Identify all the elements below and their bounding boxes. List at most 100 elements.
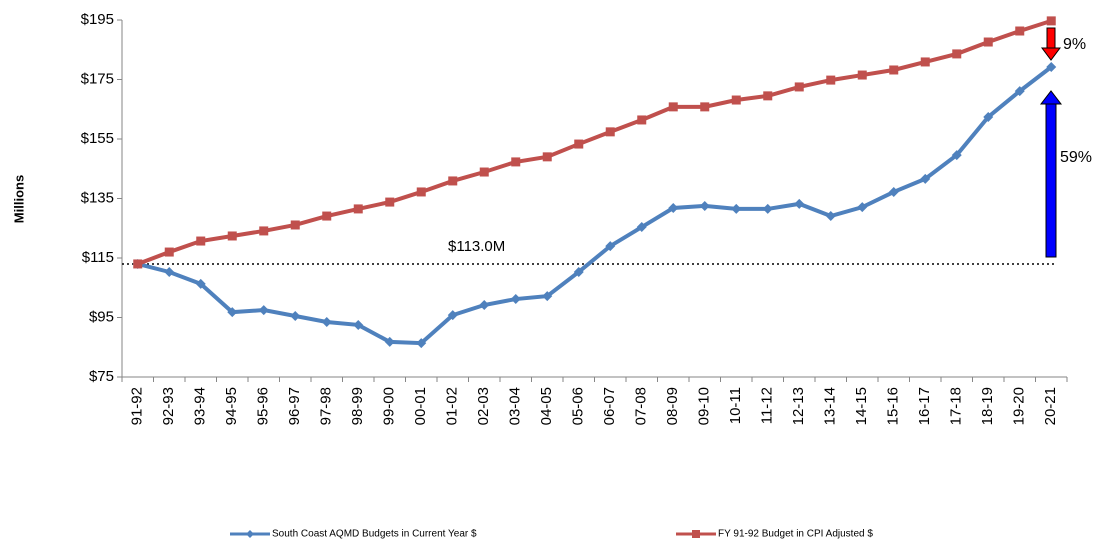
x-tick-label: 17-18 <box>948 387 965 425</box>
marker <box>762 203 773 214</box>
x-tick-label: 97-98 <box>318 387 335 425</box>
marker <box>258 305 269 316</box>
marker <box>290 311 301 322</box>
annotation: 9% <box>1063 36 1086 53</box>
marker <box>1014 86 1025 97</box>
marker <box>385 197 395 207</box>
y-tick-label: $195 <box>81 11 114 28</box>
x-tick-label: 16-17 <box>916 387 933 425</box>
marker <box>510 294 521 305</box>
marker <box>825 211 836 222</box>
marker <box>700 102 710 112</box>
x-tick-label: 99-00 <box>381 387 398 425</box>
marker <box>321 316 332 327</box>
x-tick-label: 93-94 <box>192 387 209 425</box>
y-tick-label: $115 <box>82 249 114 266</box>
marker <box>920 57 930 67</box>
x-tick-label: 11-12 <box>759 387 776 424</box>
x-tick-label: 04-05 <box>538 387 555 425</box>
marker <box>384 336 395 347</box>
marker <box>920 173 931 184</box>
y-tick-label: $135 <box>81 189 114 206</box>
marker <box>731 95 741 105</box>
x-tick-label: 20-21 <box>1042 387 1059 425</box>
legend-label: South Coast AQMD Budgets in Current Year… <box>272 529 477 540</box>
x-tick-label: 15-16 <box>885 387 902 425</box>
marker <box>857 70 867 80</box>
marker <box>574 139 584 149</box>
x-tick-label: 07-08 <box>633 387 650 425</box>
marker <box>605 241 616 252</box>
marker <box>983 37 993 47</box>
marker <box>259 226 269 236</box>
marker <box>227 307 238 318</box>
marker <box>1015 26 1025 36</box>
reference-label: $113.0M <box>448 238 505 255</box>
y-tick-label: $75 <box>89 368 114 385</box>
series-line <box>137 65 1053 346</box>
marker <box>353 319 364 330</box>
marker <box>447 310 458 321</box>
x-tick-label: 09-10 <box>696 387 713 425</box>
marker <box>196 236 206 246</box>
arrow-up <box>1039 90 1063 258</box>
marker <box>416 338 427 349</box>
marker <box>699 200 710 211</box>
y-axis-label: Millions <box>11 175 26 223</box>
marker <box>448 176 458 186</box>
marker <box>763 91 773 101</box>
legend-label: FY 91-92 Budget in CPI Adjusted $ <box>718 529 873 540</box>
series-line <box>137 18 1052 266</box>
marker <box>479 300 490 311</box>
marker <box>668 102 678 112</box>
x-tick-label: 06-07 <box>601 387 618 425</box>
legend-marker <box>692 530 700 538</box>
x-tick-label: 00-01 <box>412 387 429 425</box>
y-tick-label: $155 <box>81 130 114 147</box>
marker <box>353 204 363 214</box>
marker <box>731 203 742 214</box>
marker <box>542 152 552 162</box>
x-tick-label: 01-02 <box>444 387 461 425</box>
x-tick-label: 98-99 <box>349 387 366 425</box>
marker <box>164 247 174 257</box>
marker <box>164 266 175 277</box>
x-tick-label: 95-96 <box>255 387 272 425</box>
x-tick-label: 14-15 <box>853 387 870 425</box>
marker <box>826 75 836 85</box>
marker <box>952 49 962 59</box>
x-tick-label: 12-13 <box>790 387 807 425</box>
marker <box>794 198 805 209</box>
marker <box>133 259 143 269</box>
marker <box>668 203 679 214</box>
marker <box>511 157 521 167</box>
x-tick-label: 03-04 <box>507 387 524 425</box>
marker <box>888 186 899 197</box>
marker <box>227 231 237 241</box>
x-tick-label: 10-11 <box>727 387 744 424</box>
x-tick-label: 13-14 <box>822 387 839 425</box>
x-tick-label: 96-97 <box>286 387 303 425</box>
x-tick-label: 94-95 <box>223 387 240 425</box>
marker <box>322 211 332 221</box>
legend-marker <box>246 530 254 538</box>
marker <box>794 82 804 92</box>
marker <box>573 266 584 277</box>
x-tick-label: 02-03 <box>475 387 492 425</box>
marker <box>195 278 206 289</box>
marker <box>637 115 647 125</box>
marker <box>1046 16 1056 26</box>
marker <box>636 222 647 233</box>
arrow-down <box>1041 27 1061 61</box>
marker <box>542 291 553 302</box>
y-tick-label: $95 <box>89 308 114 325</box>
marker <box>290 220 300 230</box>
x-tick-label: 91-92 <box>129 387 146 425</box>
x-tick-label: 92-93 <box>160 387 177 425</box>
marker <box>416 187 426 197</box>
x-tick-label: 08-09 <box>664 387 681 425</box>
marker <box>857 202 868 213</box>
x-tick-label: 18-19 <box>979 387 996 425</box>
y-tick-label: $175 <box>81 70 114 87</box>
